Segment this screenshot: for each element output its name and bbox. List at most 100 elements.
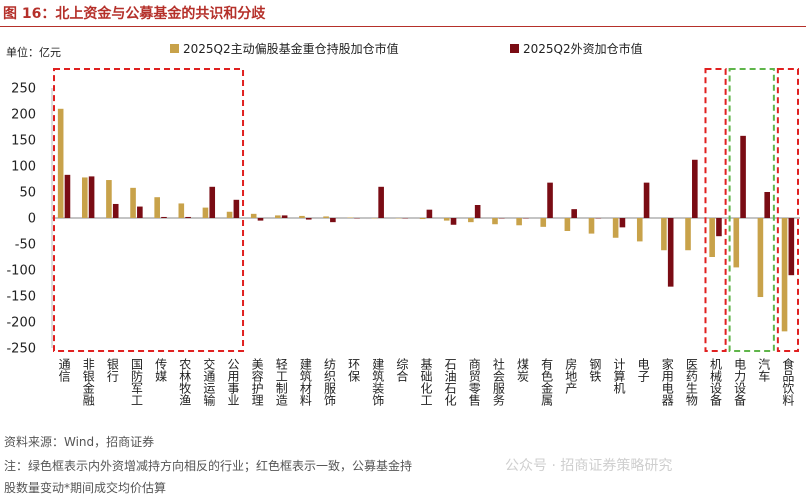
fund-bar [685, 218, 691, 251]
fund-bar [347, 217, 354, 218]
x-tick-label: 有色金属 [540, 358, 554, 407]
fund-bar [275, 215, 281, 218]
y-tick-label: 200 [11, 108, 36, 123]
legend-fund-label: 2025Q2主动偏股基金重仓持股加仓市值 [183, 42, 399, 56]
foreign-bar [692, 159, 698, 218]
foreign-bar [643, 182, 650, 218]
foreign-bar [209, 186, 216, 218]
y-tick-label: -150 [6, 290, 36, 305]
legend-fund: 2025Q2主动偏股基金重仓持股加仓市值 [170, 40, 399, 56]
x-tick-label: 电子 [636, 358, 650, 382]
fund-bar [154, 197, 160, 218]
y-tick-label: 150 [11, 134, 36, 149]
x-tick-label: 机械设备 [709, 358, 723, 407]
foreign-bar [788, 218, 795, 276]
x-tick-label: 农林牧渔 [178, 358, 192, 406]
fund-bar [443, 218, 450, 221]
x-tick-label: 汽车 [757, 357, 771, 383]
y-tick-label: -200 [6, 316, 36, 331]
bar-chart: 250 200 150 100 50 0 -50 -100 -150 -200 -250 通信 非银金融… [6, 68, 800, 407]
fund-bar [564, 218, 571, 231]
foreign-bar [185, 216, 191, 218]
red-highlight-box [776, 68, 800, 352]
red-highlight-box [704, 68, 727, 352]
y-tick-label: 100 [11, 160, 36, 175]
fund-bar [636, 218, 643, 242]
foreign-bar [233, 199, 240, 218]
fund-bar [202, 207, 209, 218]
x-tick-label: 轻工制造 [274, 358, 288, 406]
x-tick-label: 建筑材料 [298, 358, 312, 406]
legend-fund-swatch [170, 44, 179, 53]
x-tick-label: 传媒 [154, 357, 168, 382]
x-tick-label: 计算机 [612, 358, 626, 394]
fund-bar [250, 213, 257, 218]
foreign-bar [64, 174, 71, 218]
x-tick-label: 钢铁 [588, 358, 602, 382]
unit-label: 单位：亿元 [6, 46, 61, 59]
x-tick-label: 家用电器 [660, 357, 674, 407]
x-tick-label: 社会服务 [491, 357, 505, 406]
foreign-bar [426, 209, 433, 218]
foreign-bar [667, 218, 674, 287]
fund-bar [299, 215, 305, 218]
foreign-bar [740, 135, 746, 218]
foreign-bar [161, 216, 167, 218]
foreign-bar [619, 218, 626, 228]
fund-bar [57, 108, 64, 218]
x-tick-label: 食品饮料 [781, 357, 795, 406]
watermark: 公众号 · 招商证券策略研究 [505, 458, 673, 474]
source-note: 资料来源：Wind，招商证券 [4, 435, 155, 449]
foreign-bar [281, 215, 288, 218]
fund-bar [540, 218, 547, 227]
foreign-bar [450, 218, 457, 225]
x-tick-label: 交通运输 [202, 357, 216, 407]
fund-bar [419, 218, 426, 220]
fund-bar [709, 218, 715, 257]
foreign-bar [257, 218, 264, 221]
fund-bar [130, 187, 136, 218]
foreign-bar [547, 182, 553, 218]
x-tick-label: 电力设备 [733, 358, 747, 407]
y-tick-label: 250 [11, 82, 36, 97]
fund-bar [106, 180, 112, 218]
y-tick-label: -250 [6, 342, 36, 357]
fund-bar [516, 218, 522, 226]
foreign-bar [378, 186, 384, 218]
y-tick-label: 0 [28, 212, 36, 227]
x-tick-label: 通信 [57, 358, 71, 383]
foreign-bar [88, 176, 95, 218]
fund-bar [81, 177, 88, 218]
x-tick-label: 国防军工 [129, 358, 143, 406]
x-tick-label: 美容护理 [250, 358, 264, 406]
footnote-line2: 股数量变动*期间成交均价估算 [4, 481, 167, 495]
x-tick-label: 纺织服饰 [322, 358, 336, 406]
foreign-bar [571, 209, 577, 218]
fund-bar [323, 216, 329, 218]
x-tick-label: 商贸零售 [467, 357, 481, 406]
x-tick-label: 建筑装饰 [371, 358, 385, 406]
fund-bar [492, 218, 498, 225]
y-tick-label: -50 [15, 238, 36, 253]
x-tick-label: 房地产 [564, 357, 578, 395]
red-highlight-box [53, 68, 245, 352]
foreign-bar [305, 218, 312, 220]
foreign-bar [112, 203, 119, 218]
x-tick-label: 银行 [105, 358, 119, 382]
fund-bar [661, 218, 667, 251]
y-tick-label: -100 [6, 264, 36, 279]
legend-foreign-swatch [510, 44, 519, 53]
figure-title: 图 16：北上资金与公募基金的共识和分歧 [3, 6, 266, 22]
x-tick-label: 基础化工 [419, 358, 433, 406]
title-rule [0, 26, 806, 27]
footnote-line1: 注：绿色框表示内外资增减持方向相反的行业；红色框表示一致，公募基金持 [4, 459, 413, 473]
fund-bar [757, 218, 764, 298]
legend-foreign-label: 2025Q2外资加仓市值 [523, 42, 643, 56]
x-tick-label: 公用事业 [226, 358, 240, 406]
legend-foreign: 2025Q2外资加仓市值 [510, 40, 643, 56]
x-tick-label: 石油石化 [443, 358, 457, 407]
y-tick-label: 50 [19, 186, 36, 201]
x-tick-label: 环保 [347, 358, 361, 382]
foreign-bar [474, 205, 481, 218]
fund-bar [781, 218, 788, 332]
